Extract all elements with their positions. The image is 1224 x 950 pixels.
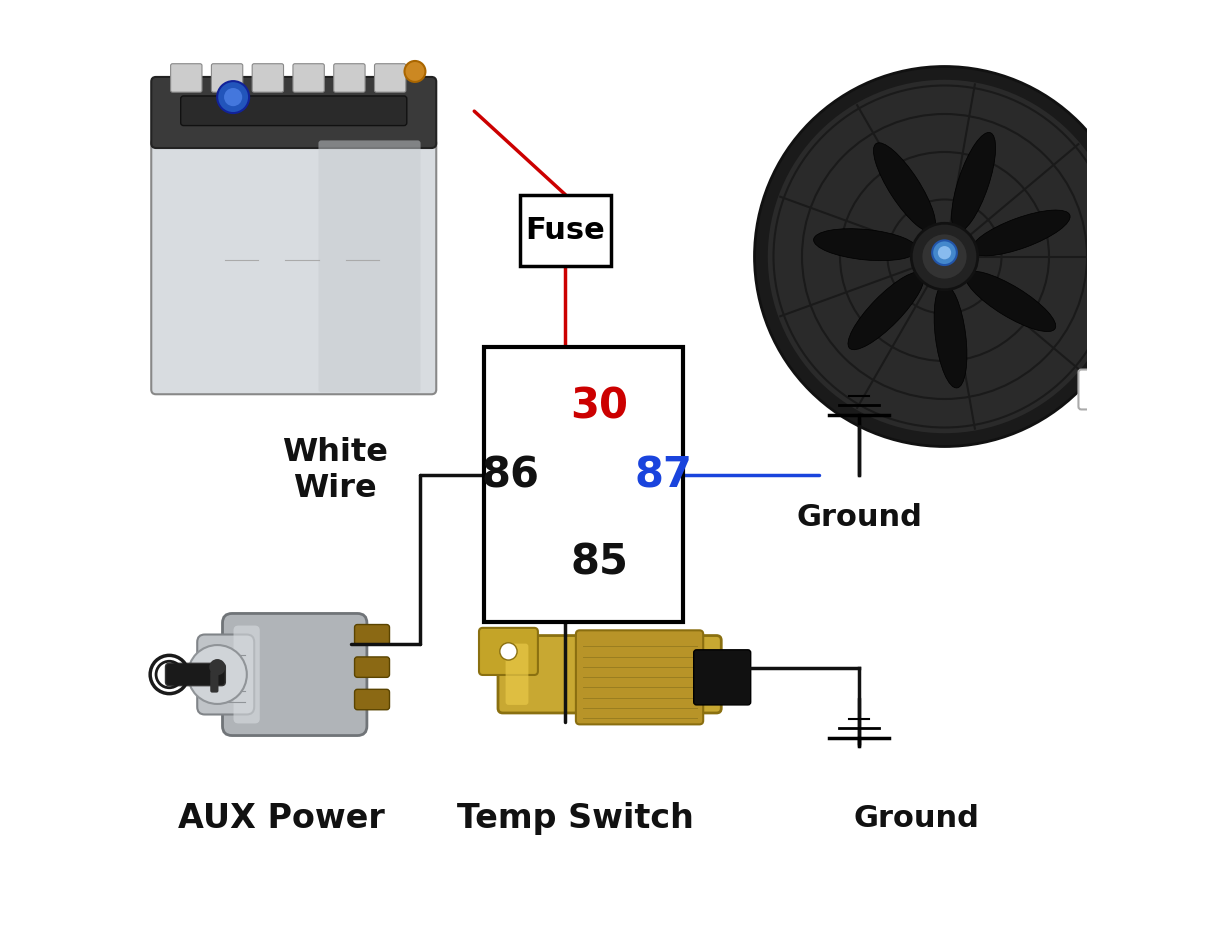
Text: Ground: Ground xyxy=(853,805,979,833)
FancyBboxPatch shape xyxy=(223,614,367,735)
Text: Ground: Ground xyxy=(796,504,922,532)
Text: Fuse: Fuse xyxy=(525,217,606,245)
Ellipse shape xyxy=(934,284,967,388)
FancyBboxPatch shape xyxy=(375,64,406,92)
Circle shape xyxy=(224,88,242,106)
Text: Temp Switch: Temp Switch xyxy=(458,803,694,835)
FancyBboxPatch shape xyxy=(170,64,202,92)
Ellipse shape xyxy=(972,210,1070,256)
Circle shape xyxy=(767,80,1121,433)
FancyBboxPatch shape xyxy=(252,64,284,92)
FancyBboxPatch shape xyxy=(506,644,529,705)
FancyBboxPatch shape xyxy=(355,624,389,645)
Circle shape xyxy=(911,223,978,290)
FancyBboxPatch shape xyxy=(197,635,255,714)
FancyBboxPatch shape xyxy=(355,657,389,677)
Circle shape xyxy=(217,81,250,113)
FancyBboxPatch shape xyxy=(293,64,324,92)
Ellipse shape xyxy=(951,132,995,232)
Ellipse shape xyxy=(874,142,935,232)
Bar xyxy=(520,195,611,266)
FancyBboxPatch shape xyxy=(334,64,365,92)
Circle shape xyxy=(922,234,967,279)
FancyBboxPatch shape xyxy=(1078,370,1103,409)
Ellipse shape xyxy=(966,272,1056,332)
Circle shape xyxy=(404,61,426,82)
FancyBboxPatch shape xyxy=(181,96,406,125)
FancyBboxPatch shape xyxy=(152,77,436,148)
Bar xyxy=(483,347,683,622)
Circle shape xyxy=(499,643,517,660)
FancyBboxPatch shape xyxy=(152,139,436,394)
FancyBboxPatch shape xyxy=(577,631,704,725)
FancyBboxPatch shape xyxy=(211,671,218,693)
Text: 87: 87 xyxy=(634,454,693,496)
FancyBboxPatch shape xyxy=(355,690,389,710)
FancyBboxPatch shape xyxy=(694,650,750,705)
Text: White
Wire: White Wire xyxy=(282,437,388,504)
Text: 86: 86 xyxy=(481,454,540,496)
FancyBboxPatch shape xyxy=(498,636,721,712)
FancyBboxPatch shape xyxy=(212,64,242,92)
Circle shape xyxy=(933,240,957,265)
Text: 85: 85 xyxy=(570,542,629,583)
Circle shape xyxy=(209,659,225,675)
Circle shape xyxy=(754,66,1135,446)
Circle shape xyxy=(938,246,951,259)
FancyBboxPatch shape xyxy=(234,626,259,724)
Circle shape xyxy=(188,645,247,704)
Text: AUX Power: AUX Power xyxy=(177,803,384,835)
Text: 30: 30 xyxy=(570,386,629,428)
FancyBboxPatch shape xyxy=(479,628,537,674)
FancyBboxPatch shape xyxy=(318,141,421,392)
FancyBboxPatch shape xyxy=(165,663,225,686)
Ellipse shape xyxy=(848,272,924,350)
Ellipse shape xyxy=(814,229,918,260)
